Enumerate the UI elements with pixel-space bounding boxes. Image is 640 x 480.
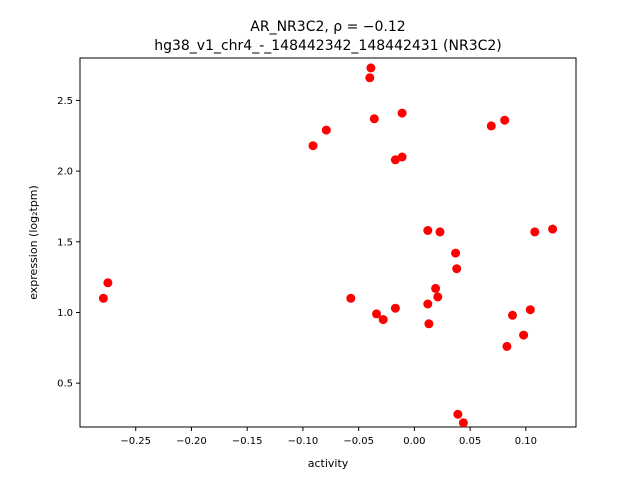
data-point-3 — [321, 125, 331, 135]
x-tick-label-1: −0.20 — [176, 436, 207, 447]
data-point-7 — [369, 114, 379, 124]
data-point-0 — [98, 293, 108, 303]
data-point-11 — [390, 303, 400, 313]
data-point-12 — [397, 108, 407, 118]
data-point-28 — [519, 330, 529, 340]
data-point-18 — [433, 292, 443, 302]
y-tick-label-4: 2.5 — [57, 96, 73, 107]
data-point-15 — [423, 299, 433, 309]
chart-title-line-2: hg38_v1_chr4_-_148442342_148442431 (NR3C… — [154, 38, 502, 54]
data-point-14 — [423, 226, 433, 235]
x-tick-label-3: −0.10 — [288, 436, 319, 447]
y-tick-label-1: 1.0 — [57, 308, 73, 319]
data-point-5 — [366, 63, 376, 73]
data-point-4 — [346, 293, 356, 303]
data-point-27 — [508, 310, 517, 320]
y-tick-label-3: 2.0 — [57, 167, 73, 178]
x-tick-label-5: 0.00 — [403, 436, 425, 447]
data-point-17 — [431, 283, 441, 293]
data-point-13 — [397, 152, 407, 162]
data-point-6 — [365, 73, 375, 83]
data-points — [98, 63, 558, 428]
x-tick-label-7: 0.10 — [515, 436, 537, 447]
data-point-16 — [424, 319, 434, 329]
data-point-20 — [451, 248, 461, 258]
chart-title-line-1: AR_NR3C2, ρ = −0.12 — [250, 19, 405, 35]
data-point-29 — [525, 305, 535, 315]
data-point-26 — [502, 341, 512, 351]
x-tick-label-6: 0.05 — [459, 436, 481, 447]
data-point-8 — [372, 309, 381, 319]
data-point-31 — [548, 224, 558, 234]
x-axis-label: activity — [308, 457, 349, 470]
data-point-19 — [435, 227, 445, 237]
data-point-30 — [530, 227, 540, 237]
x-tick-label-2: −0.15 — [232, 436, 263, 447]
data-point-9 — [378, 315, 388, 325]
y-axis-label: expression (log₂tpm) — [27, 185, 40, 300]
data-point-23 — [458, 418, 468, 428]
data-point-24 — [486, 121, 496, 131]
x-tick-label-4: −0.05 — [343, 436, 374, 447]
data-point-1 — [103, 278, 113, 288]
y-tick-label-0: 0.5 — [57, 379, 73, 390]
x-tick-label-0: −0.25 — [120, 436, 151, 447]
data-point-21 — [452, 264, 462, 274]
x-axis-ticks: −0.25 −0.20 −0.15 −0.10 −0.05 0.00 0.05 0.10 — [120, 427, 537, 447]
y-tick-label-2: 1.5 — [57, 237, 73, 248]
plot-area-frame — [79, 57, 577, 428]
data-point-22 — [453, 409, 463, 419]
data-point-25 — [500, 115, 510, 125]
data-point-2 — [308, 141, 318, 151]
y-axis-ticks: 0.5 1.0 1.5 2.0 2.5 — [57, 96, 80, 390]
